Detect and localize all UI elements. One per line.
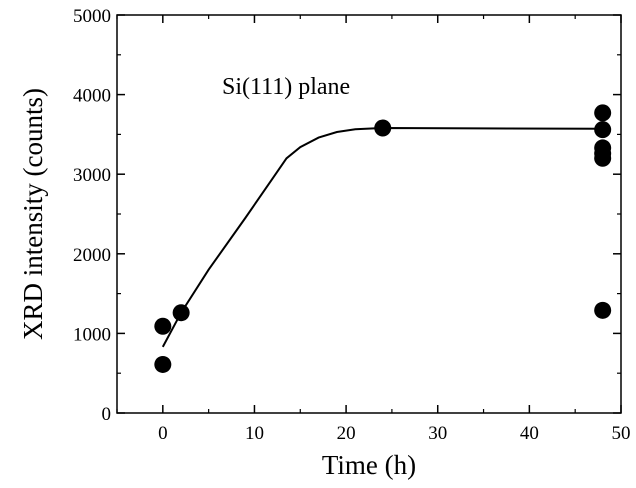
data-point	[154, 317, 172, 335]
x-tick-label: 10	[245, 423, 264, 444]
data-point	[374, 119, 392, 137]
data-point	[594, 121, 612, 139]
data-point	[594, 301, 612, 319]
axis-tick-labels: 0 10 20 30 40 50 0 1000 2000 3000 4000 5000	[73, 6, 631, 444]
y-tick-label: 2000	[73, 245, 111, 266]
plot-frame	[116, 14, 622, 414]
y-tick-label: 4000	[73, 86, 111, 107]
data-point	[172, 304, 190, 322]
data-point	[594, 149, 612, 167]
axis-ticks	[116, 14, 622, 414]
y-axis-label: XRD intensity (counts)	[18, 88, 48, 340]
y-tick-label: 1000	[73, 324, 111, 345]
y-tick-label: 5000	[73, 6, 111, 27]
x-tick-label: 0	[158, 423, 168, 444]
y-tick-label: 3000	[73, 165, 111, 186]
data-point	[594, 104, 612, 122]
annotation-si111: Si(111) plane	[222, 74, 350, 100]
x-tick-label: 30	[428, 423, 447, 444]
x-tick-label: 40	[520, 423, 539, 444]
fit-curve	[161, 126, 603, 348]
x-axis-label: Time (h)	[322, 450, 416, 480]
y-tick-label: 0	[102, 404, 112, 425]
x-tick-label: 20	[337, 423, 356, 444]
data-point	[154, 355, 172, 373]
data-points	[154, 104, 612, 373]
x-tick-label: 50	[612, 423, 631, 444]
